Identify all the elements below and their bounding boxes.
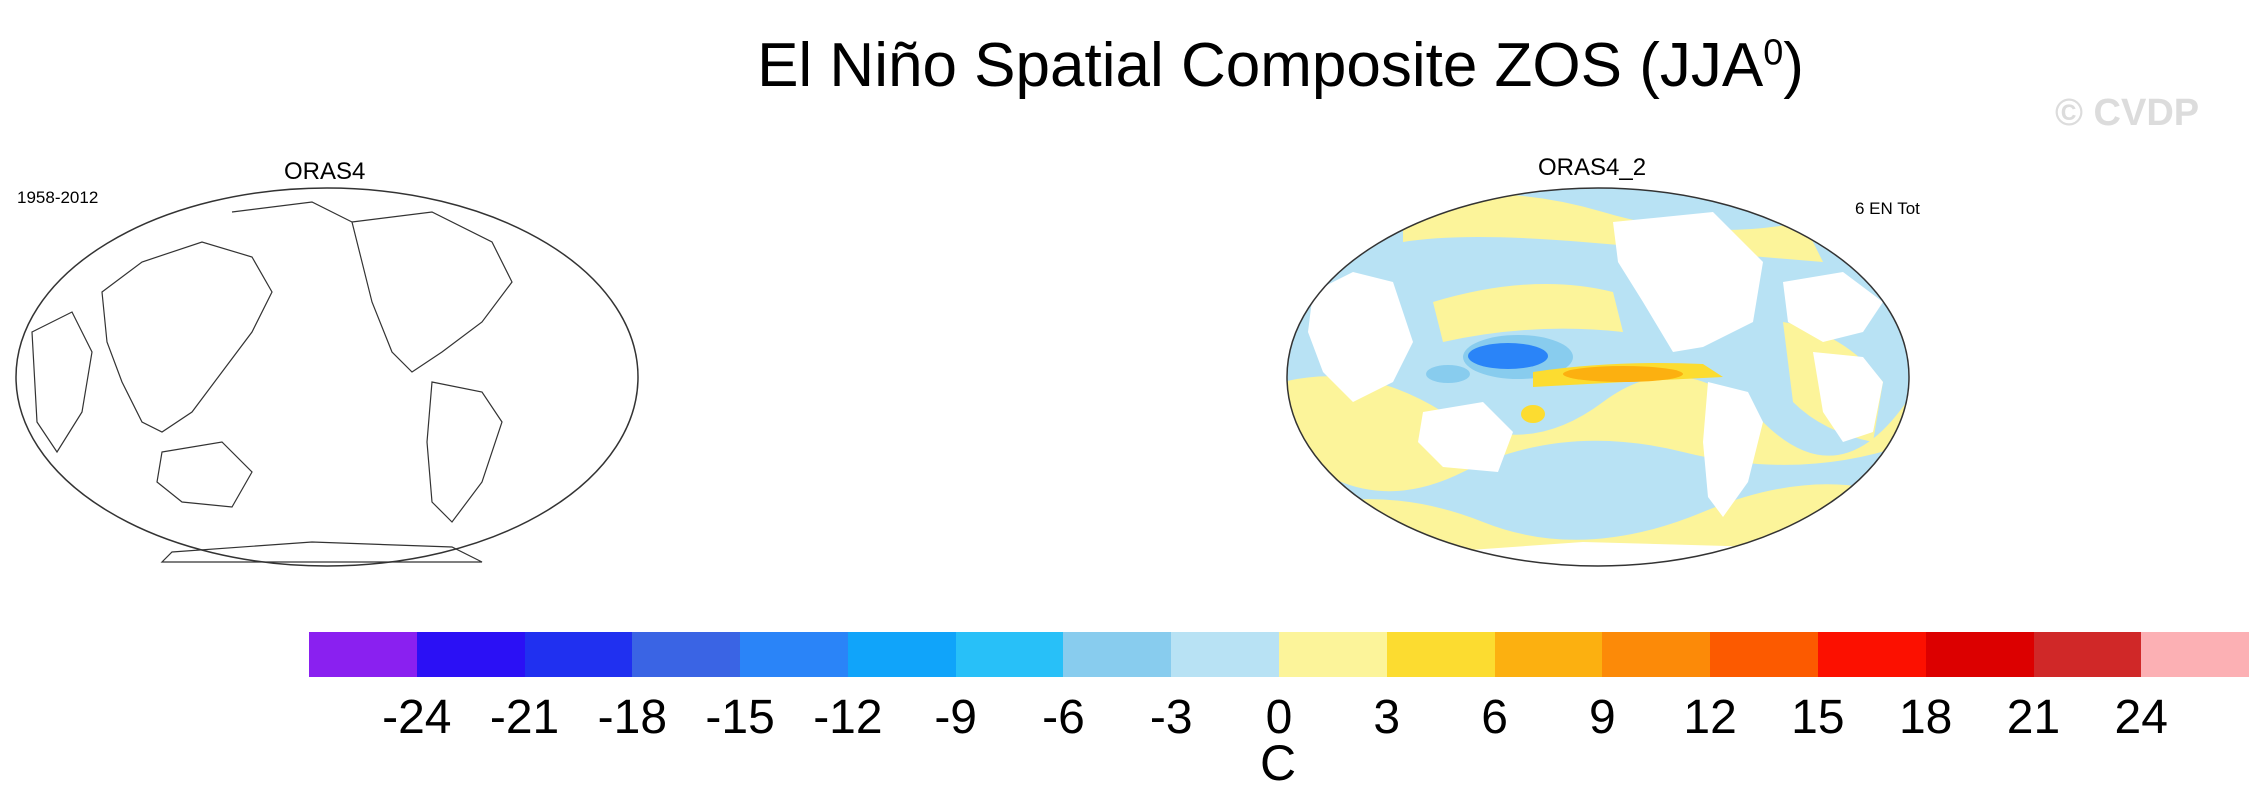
colorbar-swatch [2033,632,2142,677]
panel-note-right: 6 EN Tot [1855,199,1920,218]
colorbar-tick-label: 12 [1683,691,1737,744]
colorbar-tick-label: -24 [382,691,452,744]
colorbar-swatch [847,632,956,677]
colorbar-tick-label: -6 [1042,691,1085,744]
colorbar-swatch [1494,632,1603,677]
colorbar-tick-label: 3 [1373,691,1401,744]
colorbar-tick-label: -3 [1149,691,1193,744]
colorbar-tick-label: 0 [1265,691,1293,744]
panel-title-left: ORAS4 [284,158,366,185]
colorbar-swatch [1279,632,1387,677]
colorbar-swatch [524,632,633,677]
colorbar-tick-label: -21 [489,691,560,744]
colorbar-swatch [1386,632,1495,677]
figure-title: El Niño Spatial Composite ZOS (JJA0) [757,31,1804,100]
colorbar-tick-label: -9 [934,691,977,744]
colorbar-swatch [1925,632,2034,677]
cvdp-watermark: © CVDP [2055,92,2200,134]
colorbar-swatch [1171,632,1280,677]
panel-period-left: 1958-2012 [17,188,99,207]
colorbar-tick-label: 9 [1588,691,1616,744]
colorbar-swatch [1063,632,1172,677]
colorbar-tick-label: 6 [1481,691,1508,744]
colorbar-swatch [955,632,1064,677]
colorbar-ticks: -24 -21 -18 -15 -12 -9 -6 -3 0 3 6 9 12 15 18 21 24 [0,690,2261,750]
colorbar-swatch [1817,632,1926,677]
colorbar-swatch [1602,632,1711,677]
colorbar-tick-label: 18 [1898,691,1953,744]
colorbar-swatch [632,632,741,677]
colorbar-tick-label: -15 [705,691,775,744]
colorbar-units: C [1259,735,1297,791]
world-map-left [15,187,639,567]
panel-title-right: ORAS4_2 [1538,154,1647,181]
colorbar-swatch [740,632,848,677]
colorbar-swatch [416,632,525,677]
colorbar-tick-label: -18 [597,691,668,744]
colorbar-swatch [309,632,417,677]
world-map-right [1286,187,1910,567]
colorbar [309,632,2250,677]
colorbar-swatch [2141,632,2250,677]
colorbar-swatch [1710,632,1818,677]
colorbar-tick-label: 15 [1791,691,1845,744]
colorbar-tick-label: 21 [2006,691,2061,744]
colorbar-tick-label: -12 [813,691,883,744]
colorbar-tick-label: 24 [2114,691,2168,744]
